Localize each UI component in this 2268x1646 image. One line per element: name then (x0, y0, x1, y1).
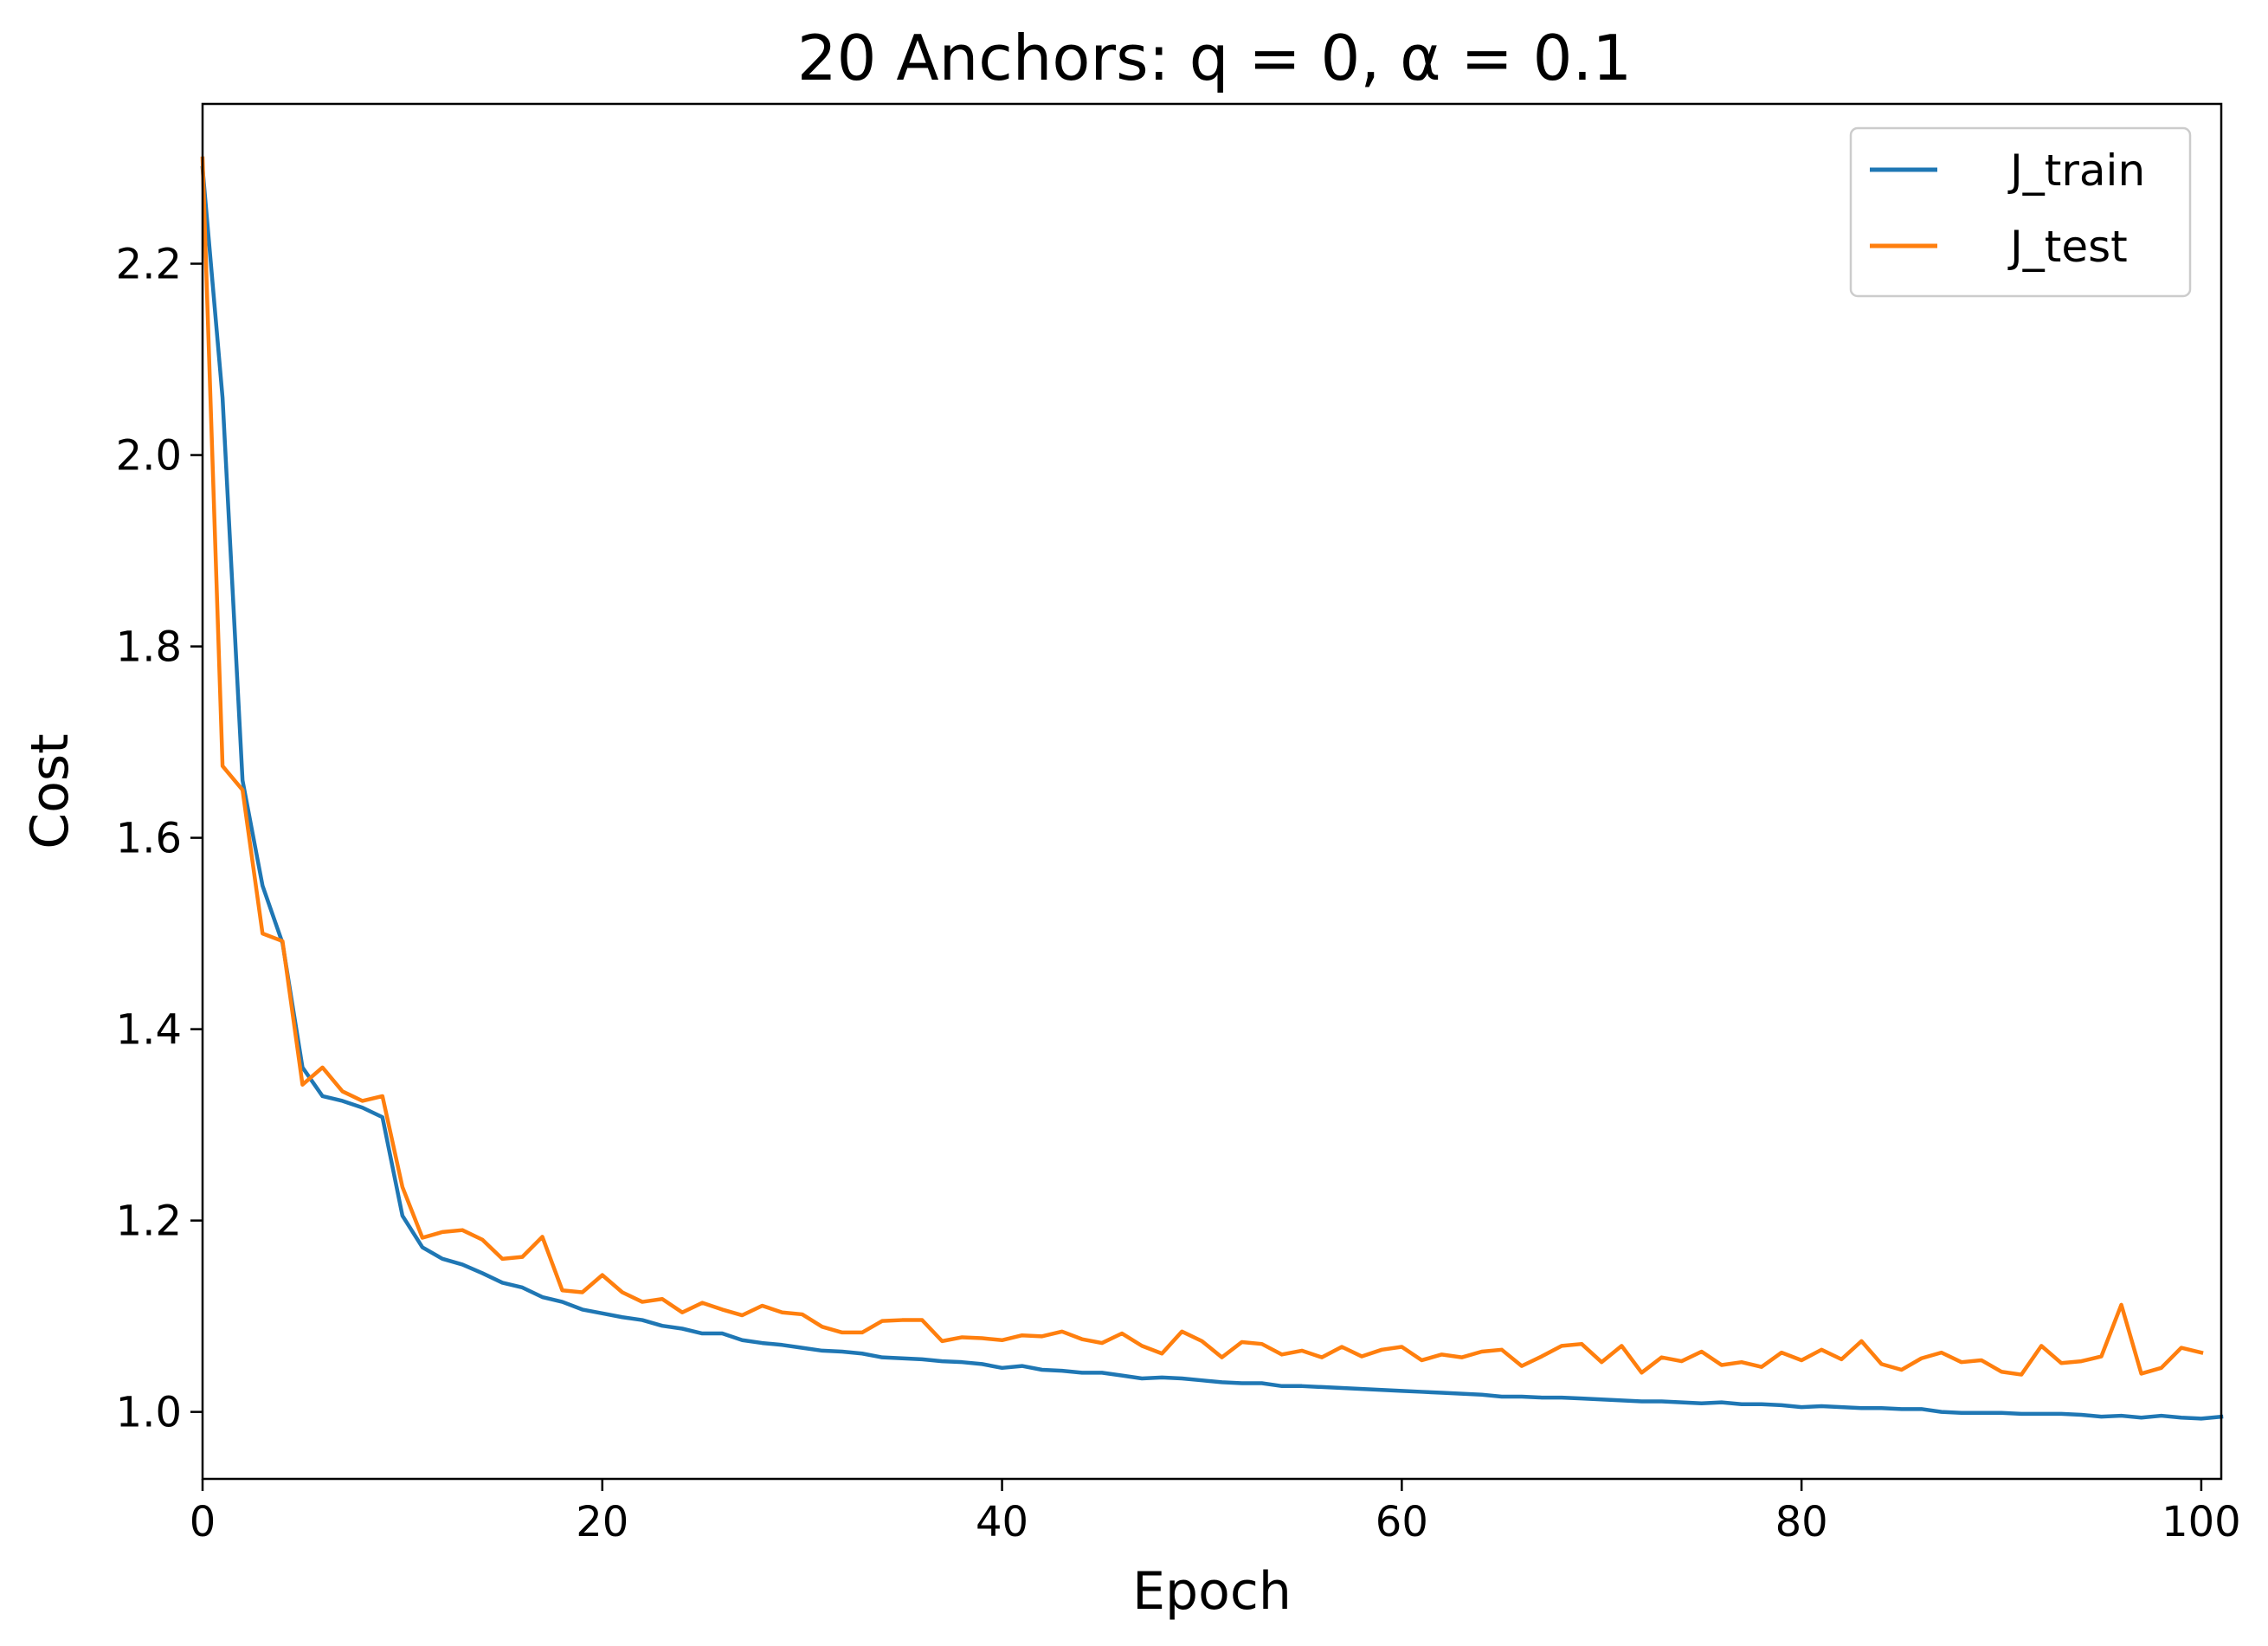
chart-title: 20 Anchors: q = 0, α = 0.1 (797, 22, 1632, 94)
x-tick-label: 80 (1775, 1498, 1828, 1546)
series-line-j-test (200, 156, 2204, 1377)
legend-label-j-test: J_test (2007, 222, 2128, 272)
y-axis-label: Cost (20, 733, 81, 849)
y-axis: 1.0 1.2 1.4 1.6 1.8 2.0 2.2 (116, 241, 203, 1437)
y-tick-label: 2.0 (116, 432, 182, 481)
plot-background (203, 104, 2221, 1479)
x-tick-label: 100 (2162, 1498, 2241, 1546)
y-tick-label: 1.2 (116, 1197, 182, 1246)
y-tick-label: 1.4 (116, 1006, 182, 1055)
y-tick-label: 1.8 (116, 623, 182, 672)
y-tick-label: 1.6 (116, 815, 182, 863)
plot-area (200, 102, 2224, 1481)
plot-frame (201, 102, 2223, 1481)
x-axis-label: Epoch (1132, 1561, 1292, 1622)
legend: J_train J_test (1849, 126, 2192, 298)
y-tick-label: 1.0 (116, 1389, 182, 1437)
series-line-j-train (200, 165, 2224, 1421)
x-tick-label: 0 (190, 1498, 216, 1546)
y-tick-label: 2.2 (116, 241, 182, 289)
x-tick-label: 20 (576, 1498, 628, 1546)
x-tick-label: 40 (976, 1498, 1028, 1546)
series-layer (200, 156, 2224, 1421)
legend-label-j-train: J_train (2007, 145, 2145, 196)
x-axis: 0 20 40 60 80 100 (190, 1479, 2241, 1546)
x-tick-label: 60 (1376, 1498, 1428, 1546)
